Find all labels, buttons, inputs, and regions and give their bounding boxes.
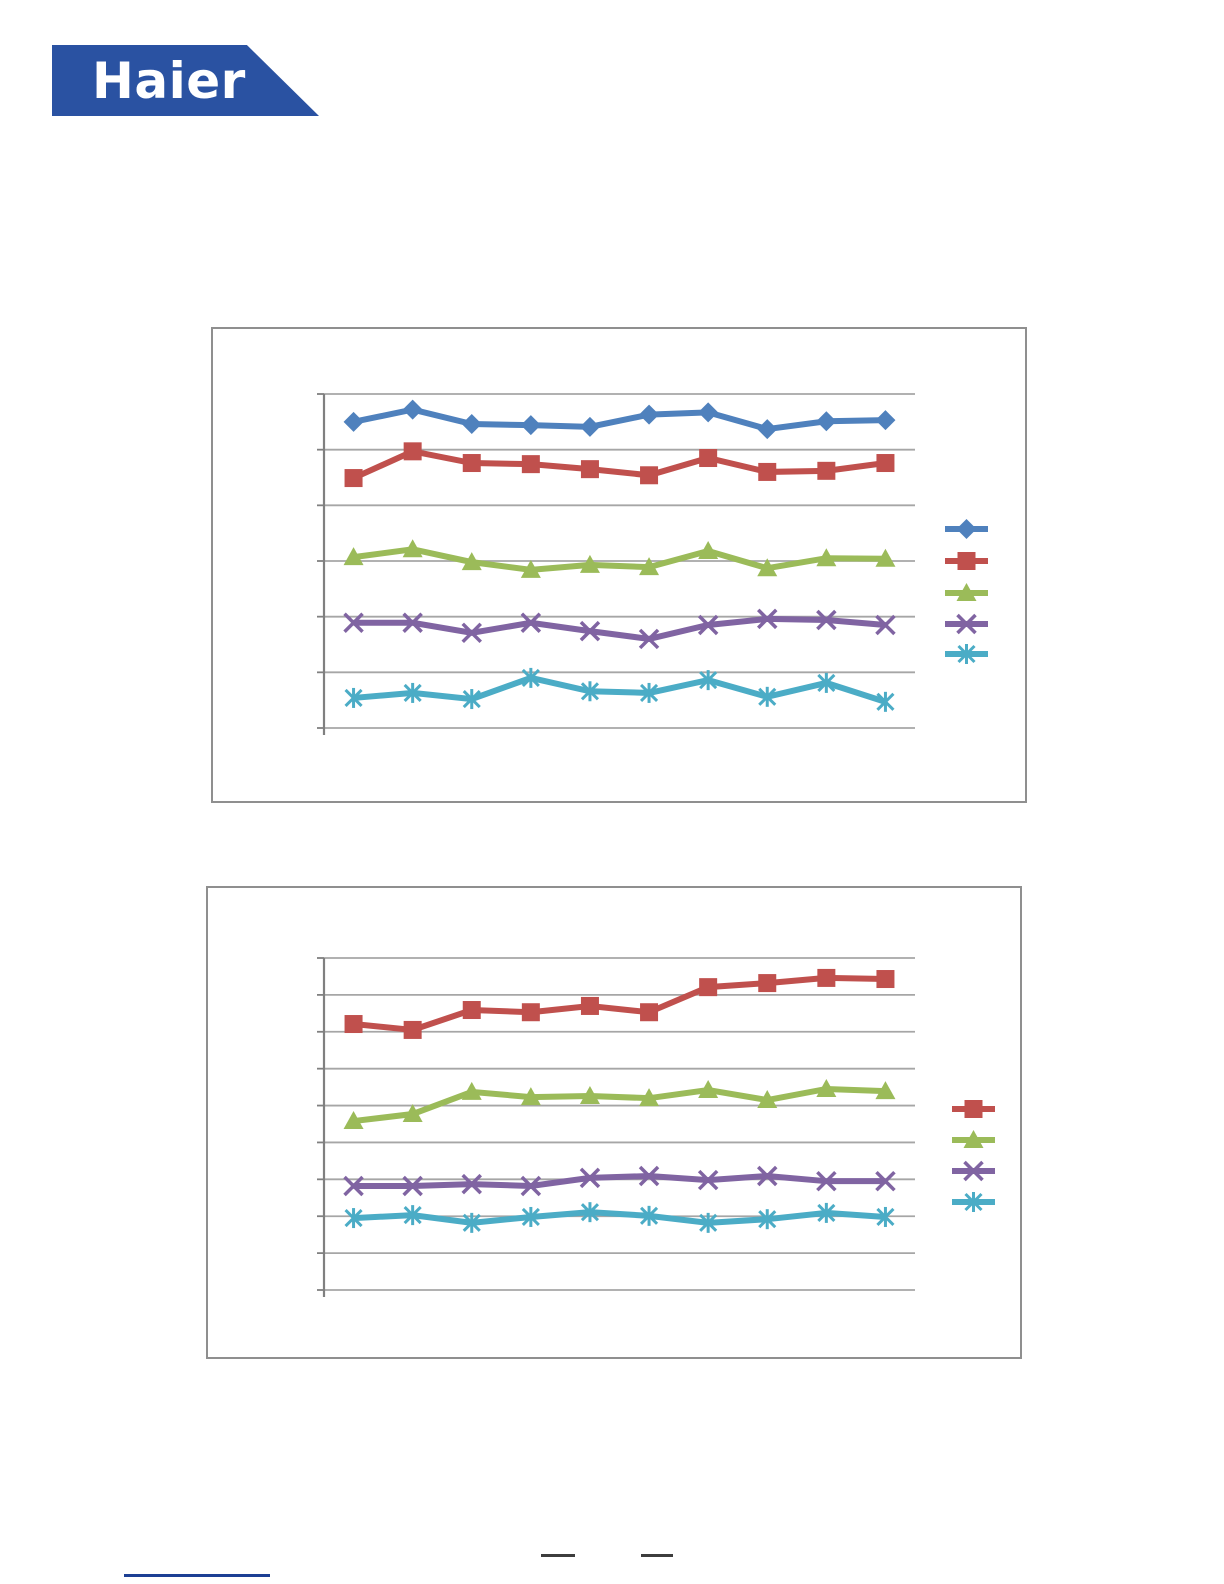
- gridlines: [317, 957, 915, 1291]
- legend-entry-purple-x: [952, 1160, 995, 1182]
- legend-entry-cyan-asterisk: [945, 644, 988, 664]
- legend-entry-red-square: [945, 552, 988, 570]
- legend-entry-blue-diamond: [945, 519, 988, 539]
- series-red-square: [344, 968, 895, 1039]
- footer-dash-right: [641, 1554, 673, 1557]
- series-blue-diamond: [343, 399, 896, 440]
- series-green-triangle: [343, 539, 896, 578]
- legend-entry-red-square: [952, 1100, 995, 1118]
- chart-panel-1: [211, 327, 1027, 803]
- haier-logo-text: Haier: [92, 51, 246, 110]
- legend-entry-green-triangle: [945, 583, 988, 601]
- series-purple-x: [343, 1165, 896, 1197]
- line-chart-2: [317, 957, 995, 1297]
- series-green-triangle: [343, 1078, 896, 1130]
- legend-entry-cyan-asterisk: [952, 1192, 995, 1212]
- series-cyan-asterisk: [344, 667, 895, 712]
- series-cyan-asterisk: [344, 1202, 895, 1233]
- footer-dash-left: [541, 1554, 575, 1557]
- line-chart-1: [317, 393, 988, 735]
- legend: [945, 519, 988, 664]
- gridlines: [317, 393, 915, 729]
- series-red-square: [344, 442, 895, 488]
- legend-entry-purple-x: [945, 613, 988, 635]
- series-purple-x: [343, 608, 896, 650]
- haier-logo: Haier: [52, 45, 319, 116]
- chart-panel-2: [206, 886, 1022, 1359]
- legend-entry-green-triangle: [952, 1130, 995, 1148]
- footer-rule: [124, 1574, 270, 1577]
- legend: [952, 1100, 995, 1212]
